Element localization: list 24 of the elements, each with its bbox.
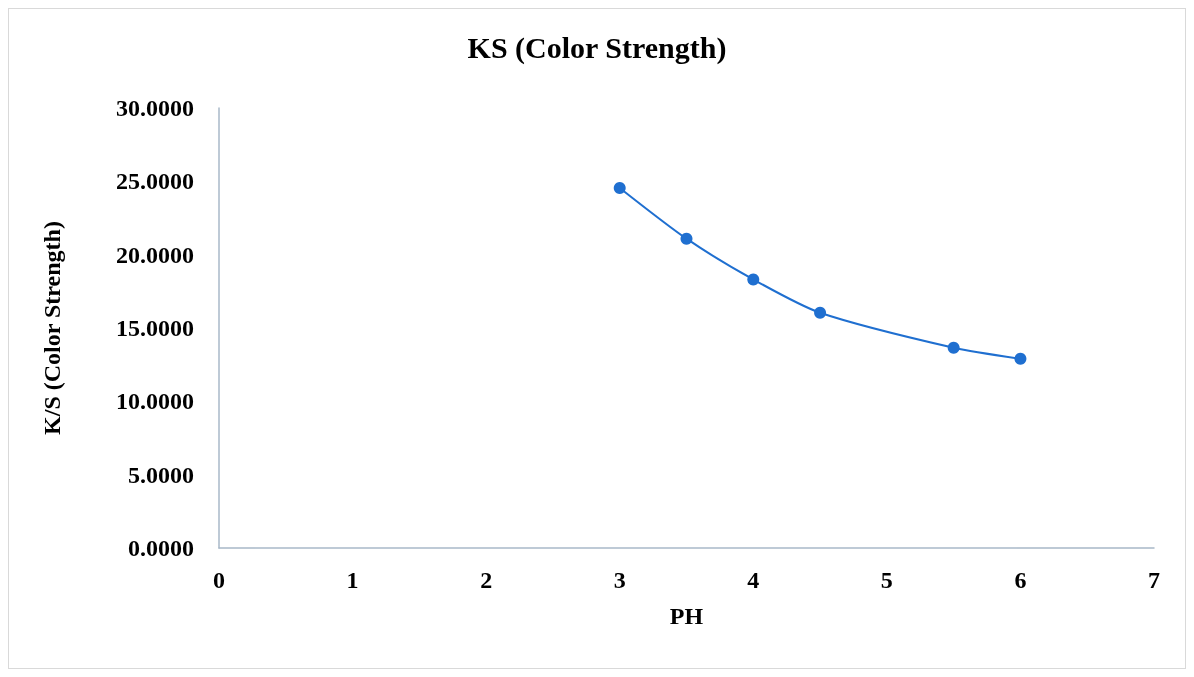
x-tick-label: 0 [213,567,225,593]
x-tick-label: 5 [880,567,893,593]
x-tick-label: 2 [480,567,493,593]
point [947,341,960,354]
y-tick-label: 30.0000 [116,95,194,121]
point [814,306,827,319]
x-tick-label: 3 [613,567,626,593]
y-tick-label: 0.0000 [128,535,194,561]
x-tick-label: 7 [1148,567,1160,593]
y-axis-title: K/S (Color Strength) [39,221,65,435]
y-tick-label: 15.0000 [116,315,194,341]
y-tick-label: 5.0000 [128,461,194,488]
y-tick-label: 20.0000 [116,241,194,268]
x-tick-label: 4 [747,567,760,593]
x-axis-title: PH [669,603,704,629]
point [1014,352,1027,365]
x-tick-label: 6 [1014,567,1027,593]
chart-title: KS (Color Strength) [467,30,727,65]
point [613,181,626,194]
y-tick-label: 10.0000 [116,388,194,415]
y-tick-label: 25.0000 [116,168,194,195]
point [680,232,693,245]
point [747,273,760,286]
x-tick-label: 1 [346,567,359,593]
